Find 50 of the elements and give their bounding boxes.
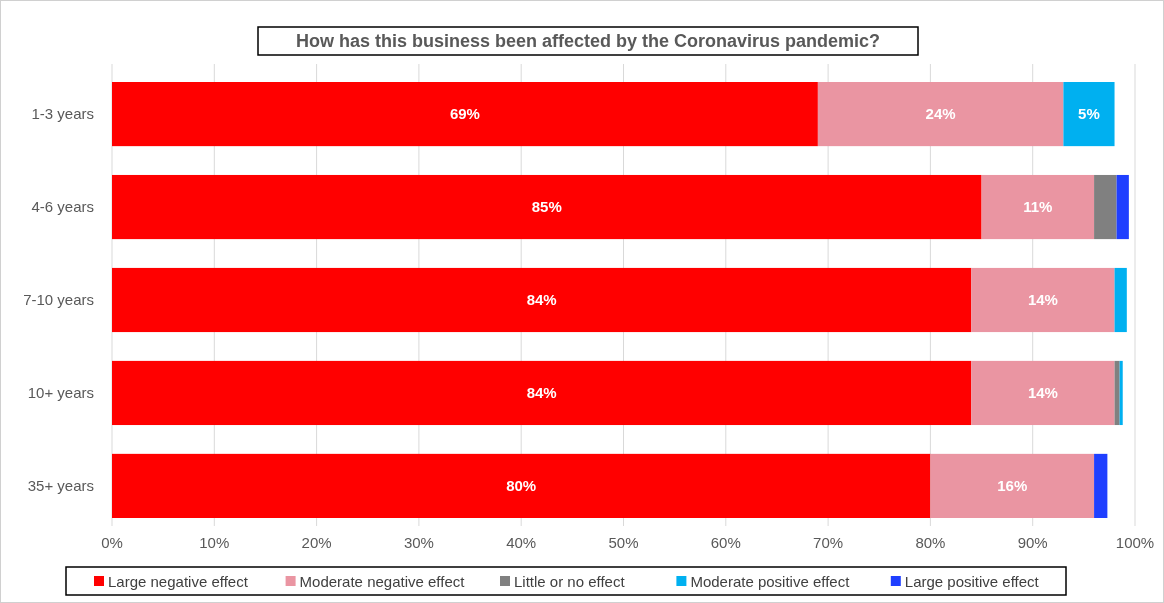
data-label: 80%	[506, 477, 537, 495]
data-label: 16%	[997, 477, 1028, 495]
bar	[112, 174, 982, 240]
y-tick-label: 10+ years	[27, 384, 94, 402]
data-label: 69%	[449, 105, 480, 123]
x-tick-label: 40%	[506, 534, 537, 551]
bar	[817, 82, 1064, 147]
bar	[1119, 360, 1123, 426]
bar	[1094, 174, 1117, 240]
data-label: 85%	[531, 198, 562, 216]
bar	[981, 174, 1095, 240]
data-label: 24%	[925, 105, 956, 123]
bar	[112, 82, 818, 147]
bar	[1114, 267, 1127, 333]
bar	[112, 267, 972, 333]
data-label: 5%	[1078, 105, 1100, 123]
data-label: 11%	[1023, 198, 1053, 216]
x-tick-label: 90%	[1017, 534, 1048, 551]
bar	[930, 453, 1095, 518]
x-tick-label: 80%	[915, 534, 946, 551]
data-label: 84%	[526, 384, 557, 402]
x-tick-label: 0%	[101, 534, 123, 551]
x-tick-label: 70%	[813, 534, 844, 551]
bar	[112, 453, 931, 518]
data-label: 14%	[1027, 384, 1058, 402]
legend-label: Moderate positive effect	[690, 572, 851, 590]
legend-label: Large positive effect	[904, 572, 1040, 590]
x-tick-label: 30%	[403, 534, 434, 551]
bar	[971, 360, 1115, 426]
x-tick-label: 10%	[199, 534, 230, 551]
legend-label: Large negative effect	[108, 572, 249, 590]
x-tick-label: 50%	[608, 534, 639, 551]
data-label: 14%	[1027, 291, 1058, 309]
y-tick-label: 1-3 years	[31, 105, 94, 123]
legend-label: Moderate negative effect	[299, 572, 466, 590]
bar	[1094, 453, 1108, 518]
bar	[1114, 360, 1120, 426]
bar	[112, 360, 972, 426]
y-tick-label: 35+ years	[27, 477, 94, 495]
bar	[1063, 82, 1115, 147]
bar	[1116, 174, 1129, 240]
x-tick-label: 100%	[1115, 534, 1155, 551]
bar	[971, 267, 1115, 333]
x-tick-label: 60%	[710, 534, 741, 551]
chart-title: How has this business been affected by the Coronavirus pandemic?	[295, 31, 881, 51]
x-tick-label: 20%	[301, 534, 332, 551]
y-tick-label: 4-6 years	[31, 198, 94, 216]
legend-label: Little or no effect	[514, 572, 626, 590]
y-tick-label: 7-10 years	[23, 291, 94, 309]
data-label: 84%	[526, 291, 557, 309]
